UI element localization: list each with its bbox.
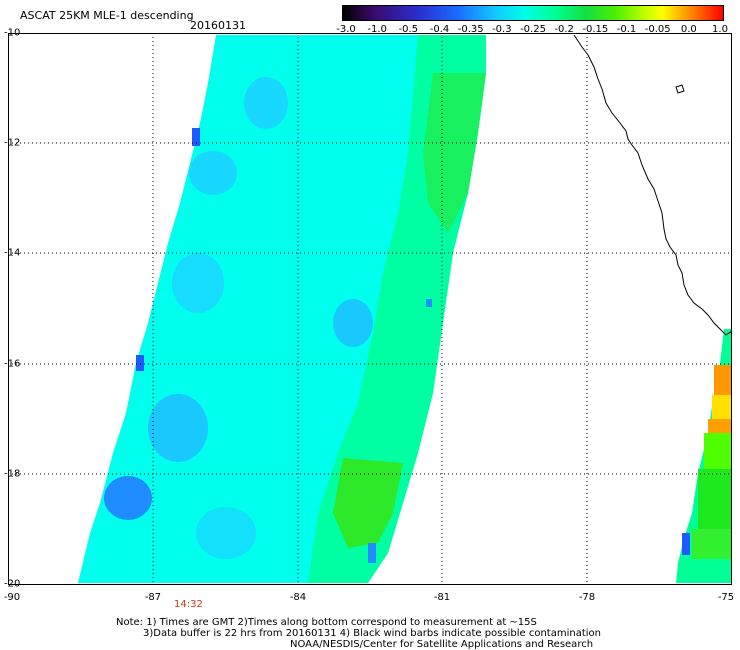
- swath-blue-patch-2: [189, 151, 237, 195]
- note-line-2: 3)Data buffer is 22 hrs from 20160131 4)…: [143, 628, 601, 639]
- lon-label: -87: [144, 592, 162, 603]
- coastal-green-2: [692, 529, 732, 559]
- lon-gridlines: [152, 33, 588, 585]
- map-frame: [8, 33, 732, 585]
- swath-blue-patch-7: [196, 507, 256, 559]
- lon-label: -90: [3, 592, 21, 603]
- color-scale-label: -3.0: [336, 24, 356, 35]
- swath-deep-blue-pixel-3: [368, 543, 376, 563]
- chart-date: 20160131: [190, 19, 246, 32]
- swath-blue-patch-6: [104, 476, 152, 520]
- swath-blue-patch-4: [333, 299, 373, 347]
- color-scale-label: -0.25: [520, 24, 546, 35]
- coastal-blue-1: [682, 533, 690, 555]
- swath-blue-pixel-4: [426, 299, 432, 307]
- note-line-1: Note: 1) Times are GMT 2)Times along bot…: [116, 617, 537, 628]
- color-scale-label: -0.1: [616, 24, 637, 35]
- color-scale-label: -0.15: [582, 24, 609, 35]
- lat-label: -14: [4, 247, 21, 259]
- swath-deep-blue-pixel-2: [136, 355, 144, 371]
- swath-green-patch-north: [423, 73, 486, 233]
- map-plot: [8, 33, 732, 585]
- coastal-lime-1: [704, 433, 732, 469]
- chart-title: ASCAT 25KM MLE-1 descending: [20, 9, 194, 22]
- color-scale-label: -0.2: [554, 24, 574, 35]
- lon-label: -84: [289, 592, 307, 603]
- lon-label: -81: [433, 592, 451, 603]
- lat-label: -10: [4, 27, 21, 39]
- coastal-orange-1: [714, 365, 732, 395]
- color-scale-label: -1.0: [367, 24, 387, 35]
- lon-label: -75: [717, 592, 735, 603]
- color-scale-bar: [342, 5, 724, 21]
- swath-blue-patch-5: [148, 394, 208, 462]
- lat-label: -20: [4, 578, 21, 590]
- coastline: [573, 34, 732, 336]
- color-scale-label: -0.35: [457, 24, 484, 35]
- time-marker: 14:32: [174, 599, 203, 610]
- swath-green-patch-south: [333, 458, 403, 548]
- lat-label: -16: [4, 358, 21, 370]
- color-scale-label: -0.3: [492, 24, 512, 35]
- main-swath: [78, 35, 486, 583]
- color-scale-label: 1.0: [712, 24, 728, 35]
- lat-gridlines: [8, 142, 732, 475]
- lat-label: -18: [4, 468, 21, 480]
- note-line-3: NOAA/NESDIS/Center for Satellite Applica…: [290, 639, 594, 650]
- coastal-orange-2: [708, 419, 732, 433]
- coastal-swath: [676, 329, 732, 583]
- island-outline: [675, 84, 685, 94]
- swath-blue-patch-3: [172, 253, 224, 313]
- color-scale-label: -0.05: [644, 24, 671, 35]
- color-scale-label: 0.0: [680, 24, 697, 35]
- color-scale-label: -0.5: [398, 24, 419, 35]
- swath-deep-blue-pixel-1: [192, 128, 200, 146]
- color-scale-label: -0.4: [429, 24, 450, 35]
- lon-label: -78: [578, 592, 596, 603]
- coastal-yellow-1: [712, 395, 732, 419]
- lat-label: -12: [4, 137, 21, 149]
- coastal-green-1: [698, 469, 732, 529]
- swath-blue-patch-1: [244, 77, 288, 129]
